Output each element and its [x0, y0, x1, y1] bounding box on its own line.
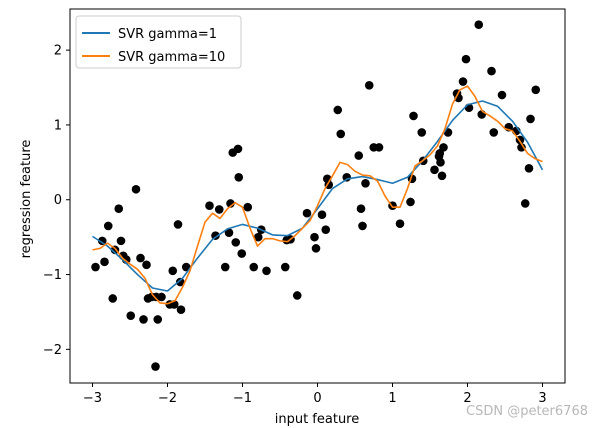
- data-point: [100, 257, 109, 267]
- data-point: [356, 204, 366, 214]
- data-point: [108, 294, 118, 303]
- data-point: [417, 128, 427, 137]
- data-point: [409, 111, 418, 121]
- data-point: [333, 105, 343, 115]
- data-point: [317, 210, 327, 219]
- data-point: [136, 253, 145, 263]
- data-point: [151, 362, 160, 371]
- data-point: [243, 202, 253, 212]
- x-tick-label: 2: [463, 391, 471, 406]
- data-point: [310, 232, 319, 242]
- data-point: [497, 90, 507, 100]
- data-point: [249, 262, 259, 272]
- plot-area: [91, 20, 544, 371]
- data-point: [253, 232, 263, 242]
- data-point: [436, 158, 445, 167]
- x-tick-label: 3: [538, 391, 546, 406]
- data-point: [205, 201, 214, 211]
- data-point: [173, 220, 183, 229]
- watermark: CSDN @peter6768: [466, 404, 588, 419]
- data-point: [437, 171, 447, 181]
- y-axis-label: regression feature: [19, 140, 34, 259]
- data-point: [354, 151, 364, 160]
- data-point: [458, 77, 468, 86]
- data-point: [524, 164, 534, 173]
- data-point: [116, 236, 126, 246]
- data-point: [153, 315, 163, 324]
- y-tick-label: −1: [43, 268, 62, 283]
- data-point: [237, 249, 247, 258]
- y-tick-label: 2: [54, 44, 62, 59]
- data-point: [487, 66, 496, 76]
- data-point: [342, 173, 352, 182]
- x-tick-label: −2: [158, 391, 177, 406]
- y-tick-label: 1: [54, 118, 62, 133]
- data-point: [168, 266, 178, 276]
- data-point: [214, 205, 224, 214]
- data-point: [292, 291, 302, 300]
- data-point: [430, 165, 439, 175]
- data-point: [103, 221, 113, 231]
- data-point: [176, 305, 186, 315]
- data-point: [531, 85, 541, 95]
- y-tick-label: 0: [54, 193, 62, 208]
- data-point: [489, 128, 499, 137]
- y-tick-label: −2: [43, 343, 62, 358]
- x-tick-label: −3: [83, 391, 102, 406]
- data-point: [336, 129, 346, 139]
- data-point: [280, 262, 290, 272]
- data-point: [520, 199, 530, 208]
- data-point: [157, 292, 166, 302]
- x-axis-ticks: −3 −2 −1 0 1 2 3: [83, 383, 547, 406]
- data-point: [139, 315, 148, 324]
- data-point: [234, 173, 244, 182]
- data-point: [126, 311, 136, 320]
- data-point: [262, 266, 271, 276]
- x-tick-label: 0: [313, 391, 321, 406]
- legend-label-gamma10: SVR gamma=10: [118, 50, 225, 65]
- data-point: [395, 219, 405, 228]
- data-point: [358, 221, 367, 231]
- data-point: [439, 143, 448, 152]
- data-point: [302, 208, 312, 218]
- data-point: [233, 144, 243, 154]
- x-tick-label: −1: [233, 391, 252, 406]
- data-point: [526, 114, 535, 124]
- data-point: [461, 54, 471, 64]
- data-point: [211, 231, 220, 240]
- data-point: [311, 244, 321, 253]
- data-point: [474, 20, 484, 30]
- data-point: [364, 81, 374, 90]
- legend-label-gamma1: SVR gamma=1: [118, 27, 217, 42]
- data-point: [361, 178, 370, 188]
- y-axis-ticks: −2 −1 0 1 2: [43, 44, 70, 358]
- data-point: [114, 204, 124, 214]
- data-point: [131, 184, 141, 194]
- data-point: [224, 228, 234, 237]
- series-line-gamma1: [92, 100, 544, 292]
- data-point: [91, 262, 100, 272]
- legend: SVR gamma=1 SVR gamma=10: [75, 15, 242, 69]
- data-point: [374, 143, 384, 152]
- data-point: [231, 238, 241, 247]
- x-tick-label: 1: [388, 391, 396, 406]
- x-axis-label: input feature: [275, 412, 360, 427]
- data-point: [142, 260, 151, 270]
- data-point: [220, 262, 230, 272]
- data-point: [517, 143, 526, 152]
- data-point: [97, 236, 107, 246]
- data-point: [175, 277, 185, 287]
- data-point: [321, 225, 331, 234]
- legend-box: [75, 15, 242, 69]
- data-point: [406, 197, 415, 207]
- series-line-gamma10: [92, 85, 543, 305]
